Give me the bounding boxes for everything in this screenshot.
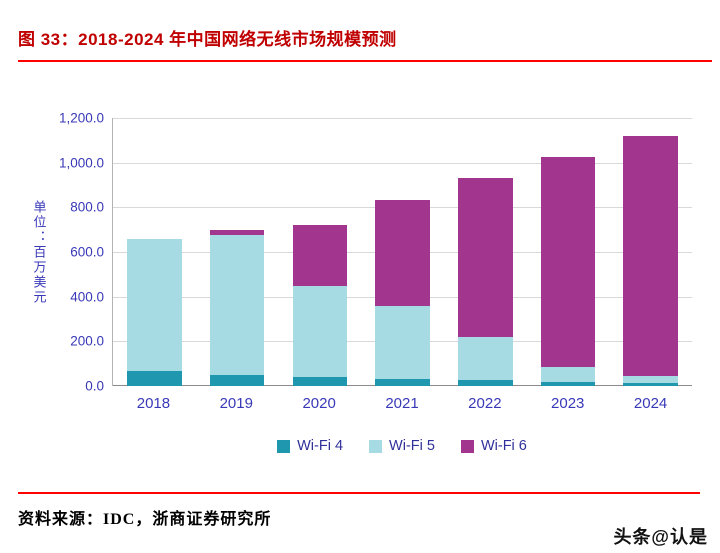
bar-segment-wi-fi-6	[375, 199, 430, 306]
bar-2023	[527, 118, 610, 386]
bar-2024	[609, 118, 692, 386]
bar-stack	[127, 118, 182, 386]
legend-label: Wi-Fi 5	[389, 438, 435, 454]
bar-segment-wi-fi-5	[375, 305, 430, 380]
stacked-bar-chart: 单位：百万美元 1,200.0 1,000.0 800.0 600.0 400.0 200…	[30, 111, 692, 454]
x-tick-label: 2021	[385, 395, 419, 412]
bar-segment-wi-fi-4	[127, 371, 182, 386]
x-tick-label: 2020	[302, 395, 336, 412]
bar-segment-wi-fi-4	[375, 379, 430, 386]
legend-swatch	[369, 439, 383, 453]
x-axis: 2018 2019 2020 2021 2022 2023 2024	[112, 395, 692, 412]
y-tick-label: 1,200.0	[58, 110, 104, 126]
bar-segment-wi-fi-4	[292, 377, 348, 386]
bar-stack	[375, 118, 430, 386]
y-tick-label: 600.0	[70, 244, 104, 260]
legend-swatch	[460, 439, 474, 453]
x-tick-label: 2018	[136, 395, 171, 412]
bar-segment-wi-fi-6	[209, 229, 265, 236]
y-axis-title: 单位：百万美元	[31, 199, 47, 305]
legend: Wi-Fi 4 Wi-Fi 5 Wi-Fi 6	[112, 438, 692, 454]
bar-stack	[623, 118, 678, 386]
bar-segment-wi-fi-4	[540, 381, 596, 386]
legend-item-wi-fi-5: Wi-Fi 5	[369, 438, 435, 454]
bar-2022	[444, 118, 527, 386]
plot-column: 2018 2019 2020 2021 2022 2023 2024 Wi-Fi 4 Wi-F…	[112, 118, 692, 454]
bar-segment-wi-fi-4	[623, 382, 678, 386]
bar-2020	[278, 118, 361, 386]
gridline	[113, 118, 692, 119]
bar-segment-wi-fi-5	[457, 336, 513, 381]
figure-title: 图 33：2018-2024 年中国网络无线市场规模预测	[18, 30, 397, 49]
x-tick-label: 2022	[468, 395, 502, 412]
legend-item-wi-fi-4: Wi-Fi 4	[277, 438, 343, 454]
bar-stack	[209, 118, 265, 386]
bar-segment-wi-fi-6	[292, 225, 348, 286]
bar-segment-wi-fi-5	[623, 375, 678, 383]
y-tick-label: 1,000.0	[58, 155, 104, 171]
bar-segment-wi-fi-5	[540, 367, 596, 382]
bar-segment-wi-fi-4	[209, 374, 265, 386]
bar-stack	[292, 118, 348, 386]
x-tick-label: 2024	[633, 395, 668, 412]
footer-divider	[18, 492, 700, 494]
legend-item-wi-fi-6: Wi-Fi 6	[460, 438, 527, 454]
bar-2018	[113, 118, 196, 386]
gridline	[113, 162, 692, 164]
bar-2019	[196, 118, 279, 386]
bar-stack	[540, 118, 596, 386]
bar-segment-wi-fi-6	[623, 135, 678, 376]
bar-segment-wi-fi-6	[457, 178, 513, 337]
legend-label: Wi-Fi 6	[480, 438, 527, 454]
x-tick-label: 2019	[219, 395, 253, 412]
bar-2021	[361, 118, 444, 386]
source-text: 资料来源：IDC，浙商证券研究所	[18, 511, 272, 528]
title-divider	[18, 60, 712, 62]
y-tick-label: 200.0	[70, 333, 104, 349]
bar-stack	[457, 118, 513, 386]
legend-swatch	[277, 439, 291, 453]
x-tick-label: 2023	[551, 395, 585, 412]
legend-label: Wi-Fi 4	[297, 438, 344, 454]
bar-segment-wi-fi-5	[127, 238, 182, 372]
footer: 资料来源：IDC，浙商证券研究所	[0, 492, 720, 529]
watermark: 头条@认是	[613, 527, 708, 547]
y-tick-label: 800.0	[70, 199, 104, 215]
bars	[113, 118, 692, 386]
y-tick-label: 400.0	[70, 289, 104, 305]
y-axis: 1,200.0 1,000.0 800.0 600.0 400.0 200.0 0.0	[48, 111, 112, 394]
plot-area	[112, 118, 692, 386]
y-tick-label: 0.0	[85, 378, 104, 394]
bar-segment-wi-fi-6	[540, 157, 596, 368]
bar-segment-wi-fi-4	[457, 380, 513, 386]
bar-segment-wi-fi-5	[209, 235, 265, 375]
bar-segment-wi-fi-5	[292, 285, 348, 378]
